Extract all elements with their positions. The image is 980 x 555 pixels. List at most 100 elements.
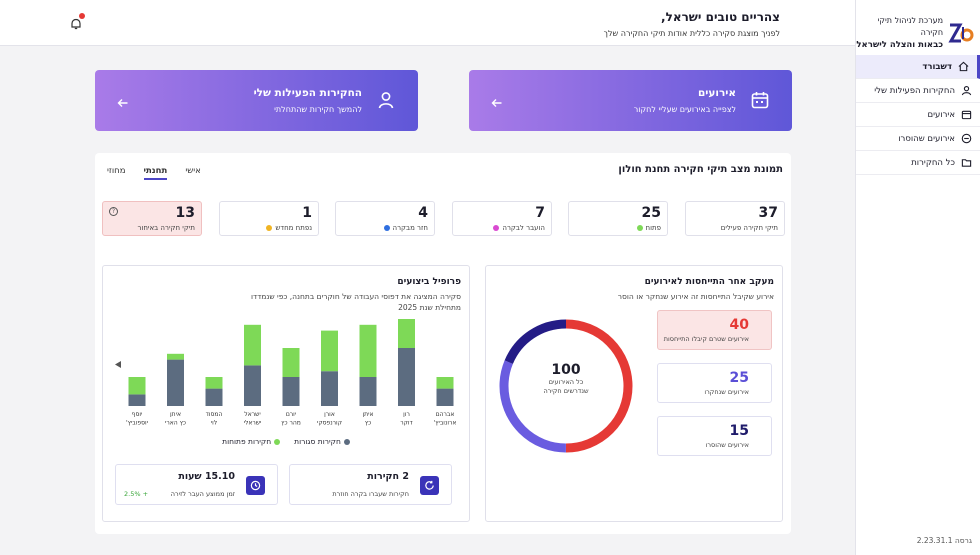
stat-returned-from-review[interactable]: 4 חזר מבקרה [335, 201, 435, 236]
stat-label-text: נפתח מחדש [275, 224, 312, 232]
sidebar-item-events[interactable]: אירועים [856, 103, 980, 127]
kpi-avg-time[interactable]: 15.10 שעות זמן ממוצע העבר לזירה 2.5% + [115, 464, 278, 505]
overview-panel: תמונת מצב תיקי חקירה תחנת חולון אישי תחנ… [95, 153, 791, 534]
stat-value: 7 [535, 205, 545, 221]
stat-value: 13 [175, 205, 195, 221]
x-tick-label: קורנפסקי [317, 420, 342, 427]
my-investigations-banner-subtitle: להמשך חקירות שהתחלתי [274, 105, 362, 114]
my-investigations-banner[interactable]: החקירות הפעילות שלי להמשך חקירות שהתחלתי [95, 70, 418, 131]
stat-value: 37 [758, 205, 778, 221]
topbar: צהריים טובים ישראל, לפניך מוצגת סקירה כל… [0, 0, 855, 46]
stat-label: תיקי חקירה פעילים [721, 224, 778, 232]
logo[interactable]: מערכת לניהול תיקי חקירה כבאות והצלה לישר… [856, 0, 980, 52]
bar-segment[interactable] [398, 319, 415, 348]
legend-open: חקירות פתוחות [222, 437, 281, 446]
chart-scroll-left-icon[interactable] [115, 361, 121, 368]
page-subtitle: לפניך מוצגת סקירה כללית אודות תיקי החקיר… [603, 29, 780, 38]
kpi-re-reviewed[interactable]: 2 חקירות חקירות שעברו בקרה חוזרת [289, 464, 452, 505]
stat-reopened[interactable]: 1 נפתח מחדש [219, 201, 319, 236]
stat-active[interactable]: 37 תיקי חקירה פעילים [685, 201, 785, 236]
tracking-investigated[interactable]: 25 אירועים שנחקרו [657, 363, 772, 403]
donut-segment [499, 319, 633, 453]
tab-district[interactable]: מחוזי [107, 166, 126, 176]
mini-label: אירועים שהוסרו [705, 441, 749, 449]
bar-segment[interactable] [244, 365, 261, 406]
help-icon[interactable]: ? [109, 207, 118, 216]
performance-subtitle: סקירה המציגה את דפוסי העבודה של חוקרים ב… [251, 291, 461, 313]
performance-title: פרופיל ביצועים [397, 277, 461, 287]
home-icon [958, 61, 969, 72]
kpi-value: 15.10 שעות [178, 471, 235, 482]
tracking-unhandled[interactable]: 40 אירועים שטרם קיבלו התייחסות [657, 310, 772, 350]
bar-segment[interactable] [205, 388, 223, 406]
notification-badge [79, 13, 85, 19]
bar-segment[interactable] [359, 324, 377, 377]
performance-card: פרופיל ביצועים סקירה המציגה את דפוסי העב… [102, 265, 470, 522]
sidebar-item-dashboard[interactable]: דשבורד [856, 55, 980, 79]
tracking-title: מעקב אחר התייחסות לאירועים [644, 277, 774, 287]
bar-segment[interactable] [128, 394, 146, 406]
status-dot [266, 225, 273, 231]
sidebar-item-removed-events[interactable]: אירועים שהוסרו [856, 127, 980, 151]
bar-segment[interactable] [128, 377, 146, 395]
tab-station[interactable]: תחנתי [143, 166, 168, 180]
mini-value: 25 [729, 370, 749, 386]
tracking-card: מעקב אחר התייחסות לאירועים אירוע שקיבל ה… [485, 265, 783, 522]
legend-swatch [343, 438, 350, 445]
x-tick-label: ישראלי [244, 420, 262, 427]
donut-total: 100 [551, 362, 581, 378]
sidebar-item-label: החקירות הפעילות שלי [874, 85, 955, 96]
stat-label-text: חזר מבקרה [392, 224, 428, 232]
tracking-subtitle: אירוע שקיבל התייחסות זה אירוע שנחקר או ה… [617, 292, 774, 301]
status-dot [636, 225, 643, 231]
stat-label-text: תיקי חקירה פעילים [720, 224, 778, 232]
bar-segment[interactable] [359, 377, 377, 406]
stat-label-text: תיקי חקירה באיחור [137, 224, 195, 232]
overview-title: תמונת מצב תיקי חקירה תחנת חולון [618, 164, 783, 175]
x-tick-label: לוי [211, 420, 217, 427]
x-tick-label: רון [403, 411, 410, 418]
kpi-label: זמן ממוצע העבר לזירה [170, 490, 235, 498]
donut-label-2: שנדרשים חקירה [543, 387, 589, 395]
bar-segment[interactable] [436, 377, 454, 389]
x-tick-label: המסוד [206, 411, 223, 418]
bar-segment[interactable] [282, 377, 300, 406]
x-tick-label: איתן [363, 411, 374, 418]
legend-label: חקירות פתוחות [222, 437, 272, 446]
stat-overdue[interactable]: 13 תיקי חקירה באיחור ? [102, 201, 202, 236]
bar-segment[interactable] [244, 324, 261, 366]
bar-segment[interactable] [167, 353, 184, 360]
arrow-left-icon[interactable] [117, 94, 129, 107]
greeting: צהריים טובים ישראל, לפניך מוצגת סקירה כל… [604, 10, 780, 38]
x-tick-label: ישראל [244, 411, 260, 418]
refresh-icon [420, 476, 439, 495]
bar-segment[interactable] [205, 377, 223, 389]
folder-icon [961, 157, 972, 168]
performance-subtitle-line1: סקירה המציגה את דפוסי העבודה של חוקרים ב… [251, 292, 461, 301]
tracking-removed[interactable]: 15 אירועים שהוסרו [657, 416, 772, 456]
bar-segment[interactable] [282, 348, 300, 377]
status-dot [493, 225, 500, 231]
sidebar-item-label: אירועים שהוסרו [898, 133, 955, 144]
performance-bar-chart: אברהם ארונוביץ' רון דוקר איתן כץ אורן קורנפסקי י… [115, 319, 456, 427]
bar-segment[interactable] [321, 330, 338, 372]
stat-label-text: פתוח [645, 224, 661, 232]
sidebar-item-all-investigations[interactable]: כל החקירות [856, 151, 980, 175]
bar-segment[interactable] [436, 388, 454, 406]
stat-sent-to-review[interactable]: 7 הועבר לבקרה [452, 201, 552, 236]
arrow-left-icon[interactable] [491, 94, 503, 107]
tab-personal[interactable]: אישי [185, 166, 201, 176]
performance-legend: חקירות סגורות חקירות פתוחות [103, 437, 469, 446]
mini-label: אירועים שנחקרו [704, 388, 749, 396]
bar-segment[interactable] [321, 371, 338, 406]
scope-tabs: אישי תחנתי מחוזי [107, 166, 201, 180]
bell-icon[interactable] [69, 13, 85, 30]
x-tick-label: כץ הארי [165, 420, 186, 427]
events-banner[interactable]: אירועים לצפייה באירועים שעליי לחקור [469, 70, 792, 131]
bar-segment[interactable] [398, 348, 415, 406]
mini-value: 40 [729, 317, 749, 333]
bar-segment[interactable] [167, 359, 184, 406]
sidebar-item-my-investigations[interactable]: החקירות הפעילות שלי [856, 79, 980, 103]
stat-open[interactable]: 25 פתוח [568, 201, 668, 236]
sidebar-item-label: כל החקירות [911, 157, 955, 168]
